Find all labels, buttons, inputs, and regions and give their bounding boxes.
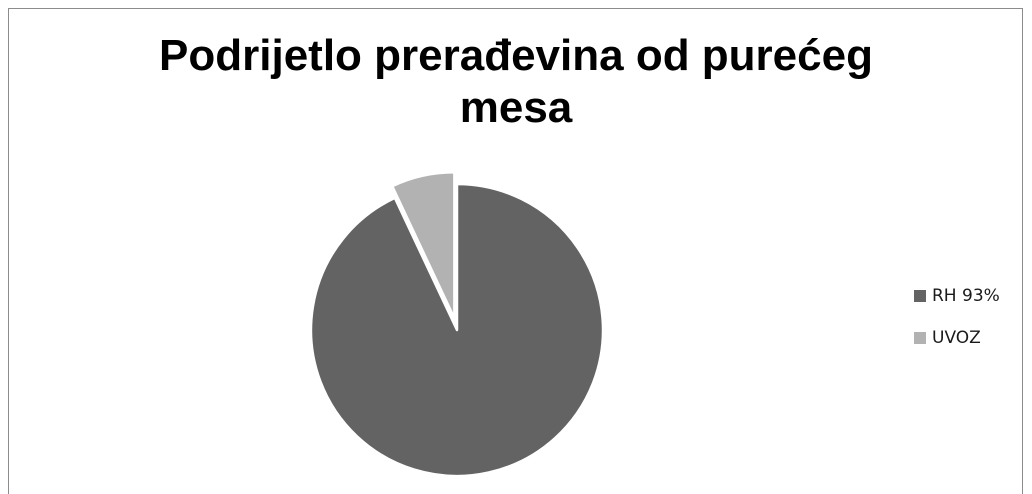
chart-legend: RH 93% UVOZ (914, 286, 1000, 370)
legend-swatch-uvoz (914, 332, 926, 344)
chart-title: Podrijetlo prerađevina od purećeg mesa (0, 30, 1032, 134)
pie-slice-rh (309, 182, 605, 478)
legend-swatch-rh (914, 290, 926, 302)
legend-label-uvoz: UVOZ (932, 328, 981, 348)
chart-title-line-1: Podrijetlo prerađevina od purećeg (159, 31, 873, 80)
legend-item-rh: RH 93% (914, 286, 1000, 306)
chart-title-line-2: mesa (459, 83, 573, 132)
pie-slice-uvoz (390, 171, 456, 320)
legend-item-uvoz: UVOZ (914, 328, 1000, 348)
legend-label-rh: RH 93% (932, 286, 1000, 306)
